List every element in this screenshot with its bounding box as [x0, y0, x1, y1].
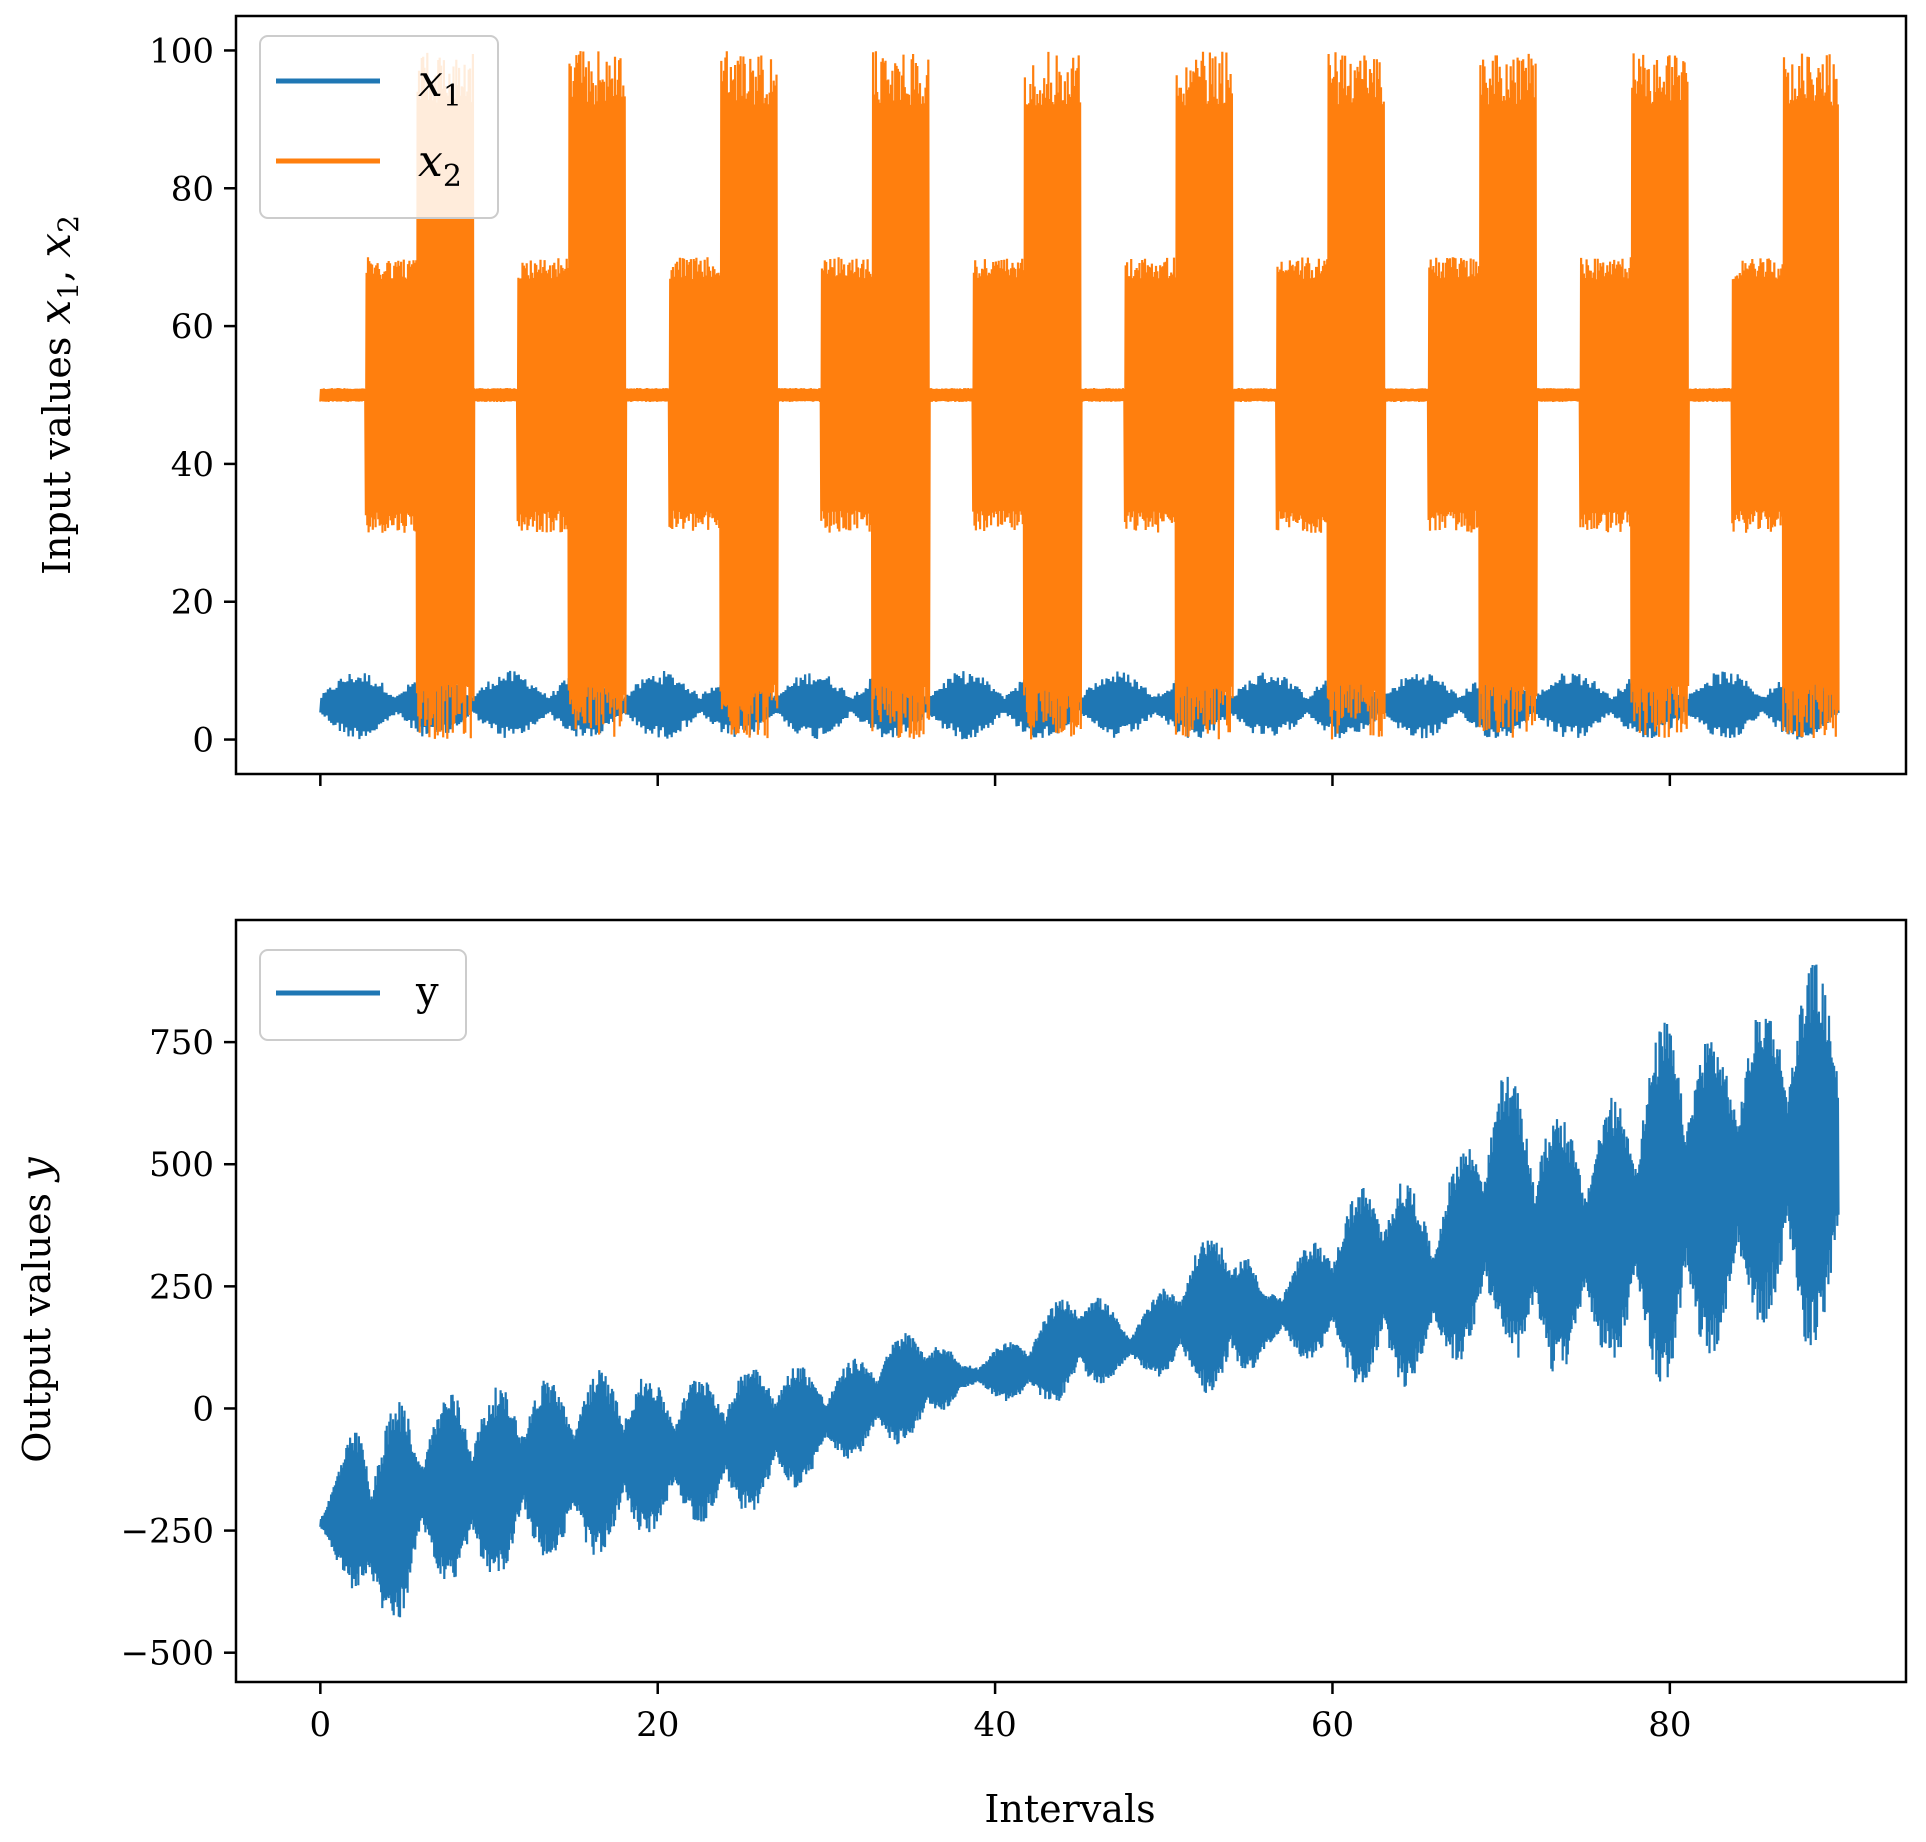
bottom-x-tick-label: 40: [973, 1705, 1016, 1745]
legend-y-label: y: [415, 969, 439, 1015]
top-y-tick-label: 0: [192, 721, 214, 761]
top-legend-box: [259, 35, 499, 219]
top-x-axis: [319, 774, 1672, 786]
bottom-chart: −500 −250 0 250 500 750 0 20 40 60 80 Output valu…: [11, 918, 1908, 1831]
bottom-x-tick-label: 20: [636, 1705, 679, 1745]
bottom-plot-area: [319, 964, 1840, 1618]
legend-x2-label: x2: [418, 136, 462, 194]
bottom-y-axis: −500 −250 0 250 500 750: [121, 1023, 236, 1674]
bottom-y-tick-label: −500: [121, 1634, 214, 1674]
top-legend: x1 x2: [259, 35, 499, 219]
series-x2-line: [319, 51, 1840, 740]
bottom-x-tick-label: 0: [310, 1705, 332, 1745]
top-y-tick-label: 60: [171, 307, 214, 347]
top-y-axis-title: Input values x1, x2: [30, 215, 85, 575]
legend-x1-label: x1: [418, 56, 462, 114]
x-axis-title: Intervals: [984, 1787, 1155, 1831]
bottom-x-axis: 0 20 40 60 80: [310, 1682, 1691, 1745]
bottom-y-tick-label: −250: [121, 1512, 214, 1552]
top-plot-area: [319, 51, 1840, 740]
top-y-tick-label: 20: [171, 583, 214, 623]
bottom-y-tick-label: 750: [149, 1023, 214, 1063]
bottom-y-axis-title: Output values y: [11, 1156, 60, 1463]
bottom-axes-frame: [234, 918, 1908, 1684]
series-y-line: [319, 964, 1840, 1618]
bottom-x-tick-label: 60: [1311, 1705, 1354, 1745]
top-y-axis: 0 20 40 60 80 100: [149, 31, 236, 761]
top-axes-frame: [234, 14, 1908, 776]
bottom-y-tick-label: 0: [192, 1389, 214, 1429]
top-y-tick-label: 100: [149, 31, 214, 71]
top-y-tick-label: 80: [171, 169, 214, 209]
bottom-y-tick-label: 250: [149, 1267, 214, 1307]
top-y-tick-label: 40: [171, 445, 214, 485]
bottom-y-tick-label: 500: [149, 1145, 214, 1185]
bottom-x-tick-label: 80: [1648, 1705, 1691, 1745]
top-chart: 0 20 40 60 80 100 Input values x1, x2 x1 x2: [30, 14, 1908, 786]
bottom-legend: y: [259, 949, 467, 1041]
